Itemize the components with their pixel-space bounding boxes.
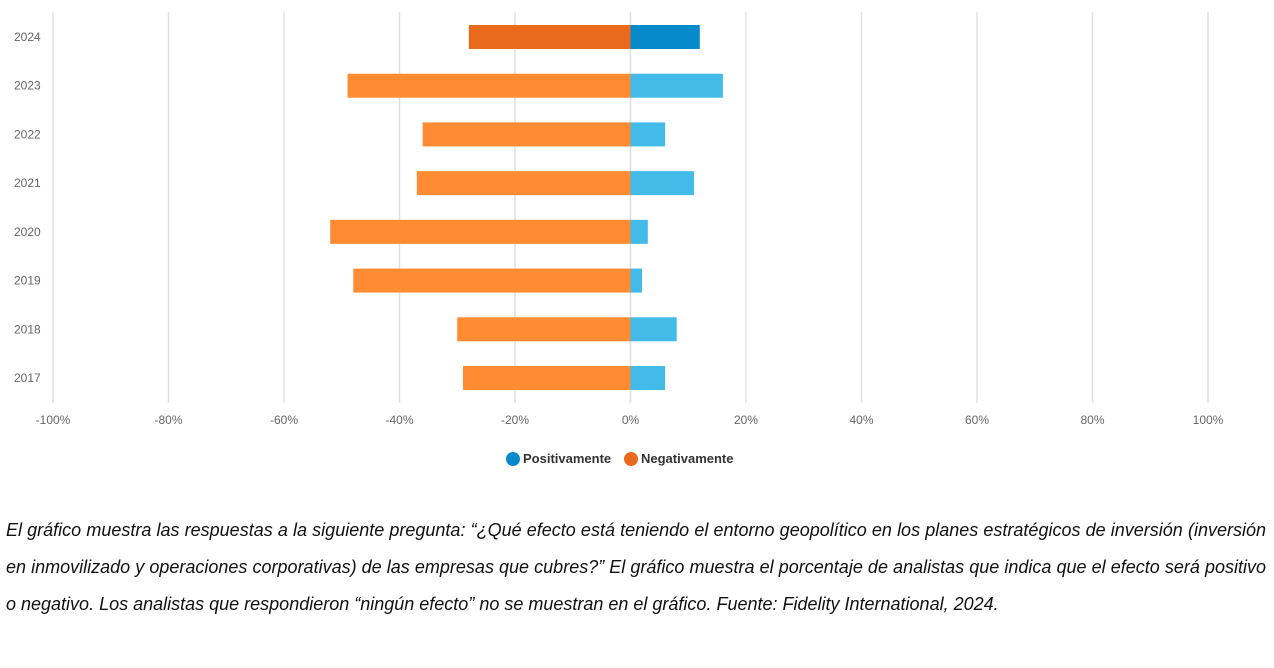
bar-positivamente-2023 — [630, 73, 723, 98]
y-tick-label: 2021 — [14, 176, 41, 190]
bar-negativamente-2020 — [330, 219, 631, 244]
x-tick-label: -60% — [270, 413, 298, 427]
x-tick-label: -40% — [385, 413, 413, 427]
bar-negativamente-2017 — [463, 366, 631, 390]
legend-marker — [624, 452, 638, 466]
y-tick-label: 2023 — [14, 79, 41, 93]
diverging-bar-chart: 2024 2023 2022 2021 2020 2019 2018 2017 -100% -8… — [14, 12, 1224, 466]
bar-negativamente-2024 — [468, 25, 631, 49]
x-tick-label: 80% — [1080, 413, 1104, 427]
x-tick-label: 0% — [622, 413, 640, 427]
bar-positivamente-2021 — [630, 171, 695, 196]
bar-negativamente-2023 — [347, 73, 631, 98]
y-tick-label: 2024 — [14, 30, 41, 44]
bar-positivamente-2019 — [630, 268, 643, 293]
bar-positivamente-2020 — [630, 219, 648, 244]
x-tick-label: 100% — [1193, 413, 1224, 427]
x-tick-label: 60% — [965, 413, 989, 427]
bar-negativamente-2019 — [353, 268, 631, 293]
bar-negativamente-2022 — [422, 122, 631, 147]
bar-positivamente-2024 — [630, 25, 700, 49]
legend-marker — [506, 452, 520, 466]
y-tick-label: 2018 — [14, 322, 41, 336]
x-tick-label: -20% — [501, 413, 529, 427]
bars — [330, 25, 723, 390]
bar-positivamente-2022 — [630, 122, 666, 147]
legend-label: Positivamente — [523, 451, 611, 466]
bar-positivamente-2017 — [630, 366, 666, 390]
y-tick-label: 2022 — [14, 127, 41, 141]
bar-negativamente-2021 — [416, 171, 631, 196]
x-tick-label: 40% — [849, 413, 873, 427]
y-tick-label: 2020 — [14, 225, 41, 239]
y-tick-label: 2019 — [14, 274, 41, 288]
y-tick-label: 2017 — [14, 371, 41, 385]
x-axis-labels: -100% -80% -60% -40% -20% 0% 20% 40% 60% 80% 100% — [36, 413, 1224, 427]
gridlines — [52, 12, 1209, 403]
y-axis-labels: 2024 2023 2022 2021 2020 2019 2018 2017 — [14, 30, 41, 385]
legend: Positivamente Negativamente — [506, 451, 733, 466]
chart-caption: El gráfico muestra las respuestas a la s… — [6, 520, 1266, 614]
bar-negativamente-2018 — [457, 317, 631, 342]
legend-label: Negativamente — [641, 451, 733, 466]
x-tick-label: -80% — [154, 413, 182, 427]
bar-positivamente-2018 — [630, 317, 677, 342]
x-tick-label: -100% — [36, 413, 71, 427]
x-tick-label: 20% — [734, 413, 758, 427]
